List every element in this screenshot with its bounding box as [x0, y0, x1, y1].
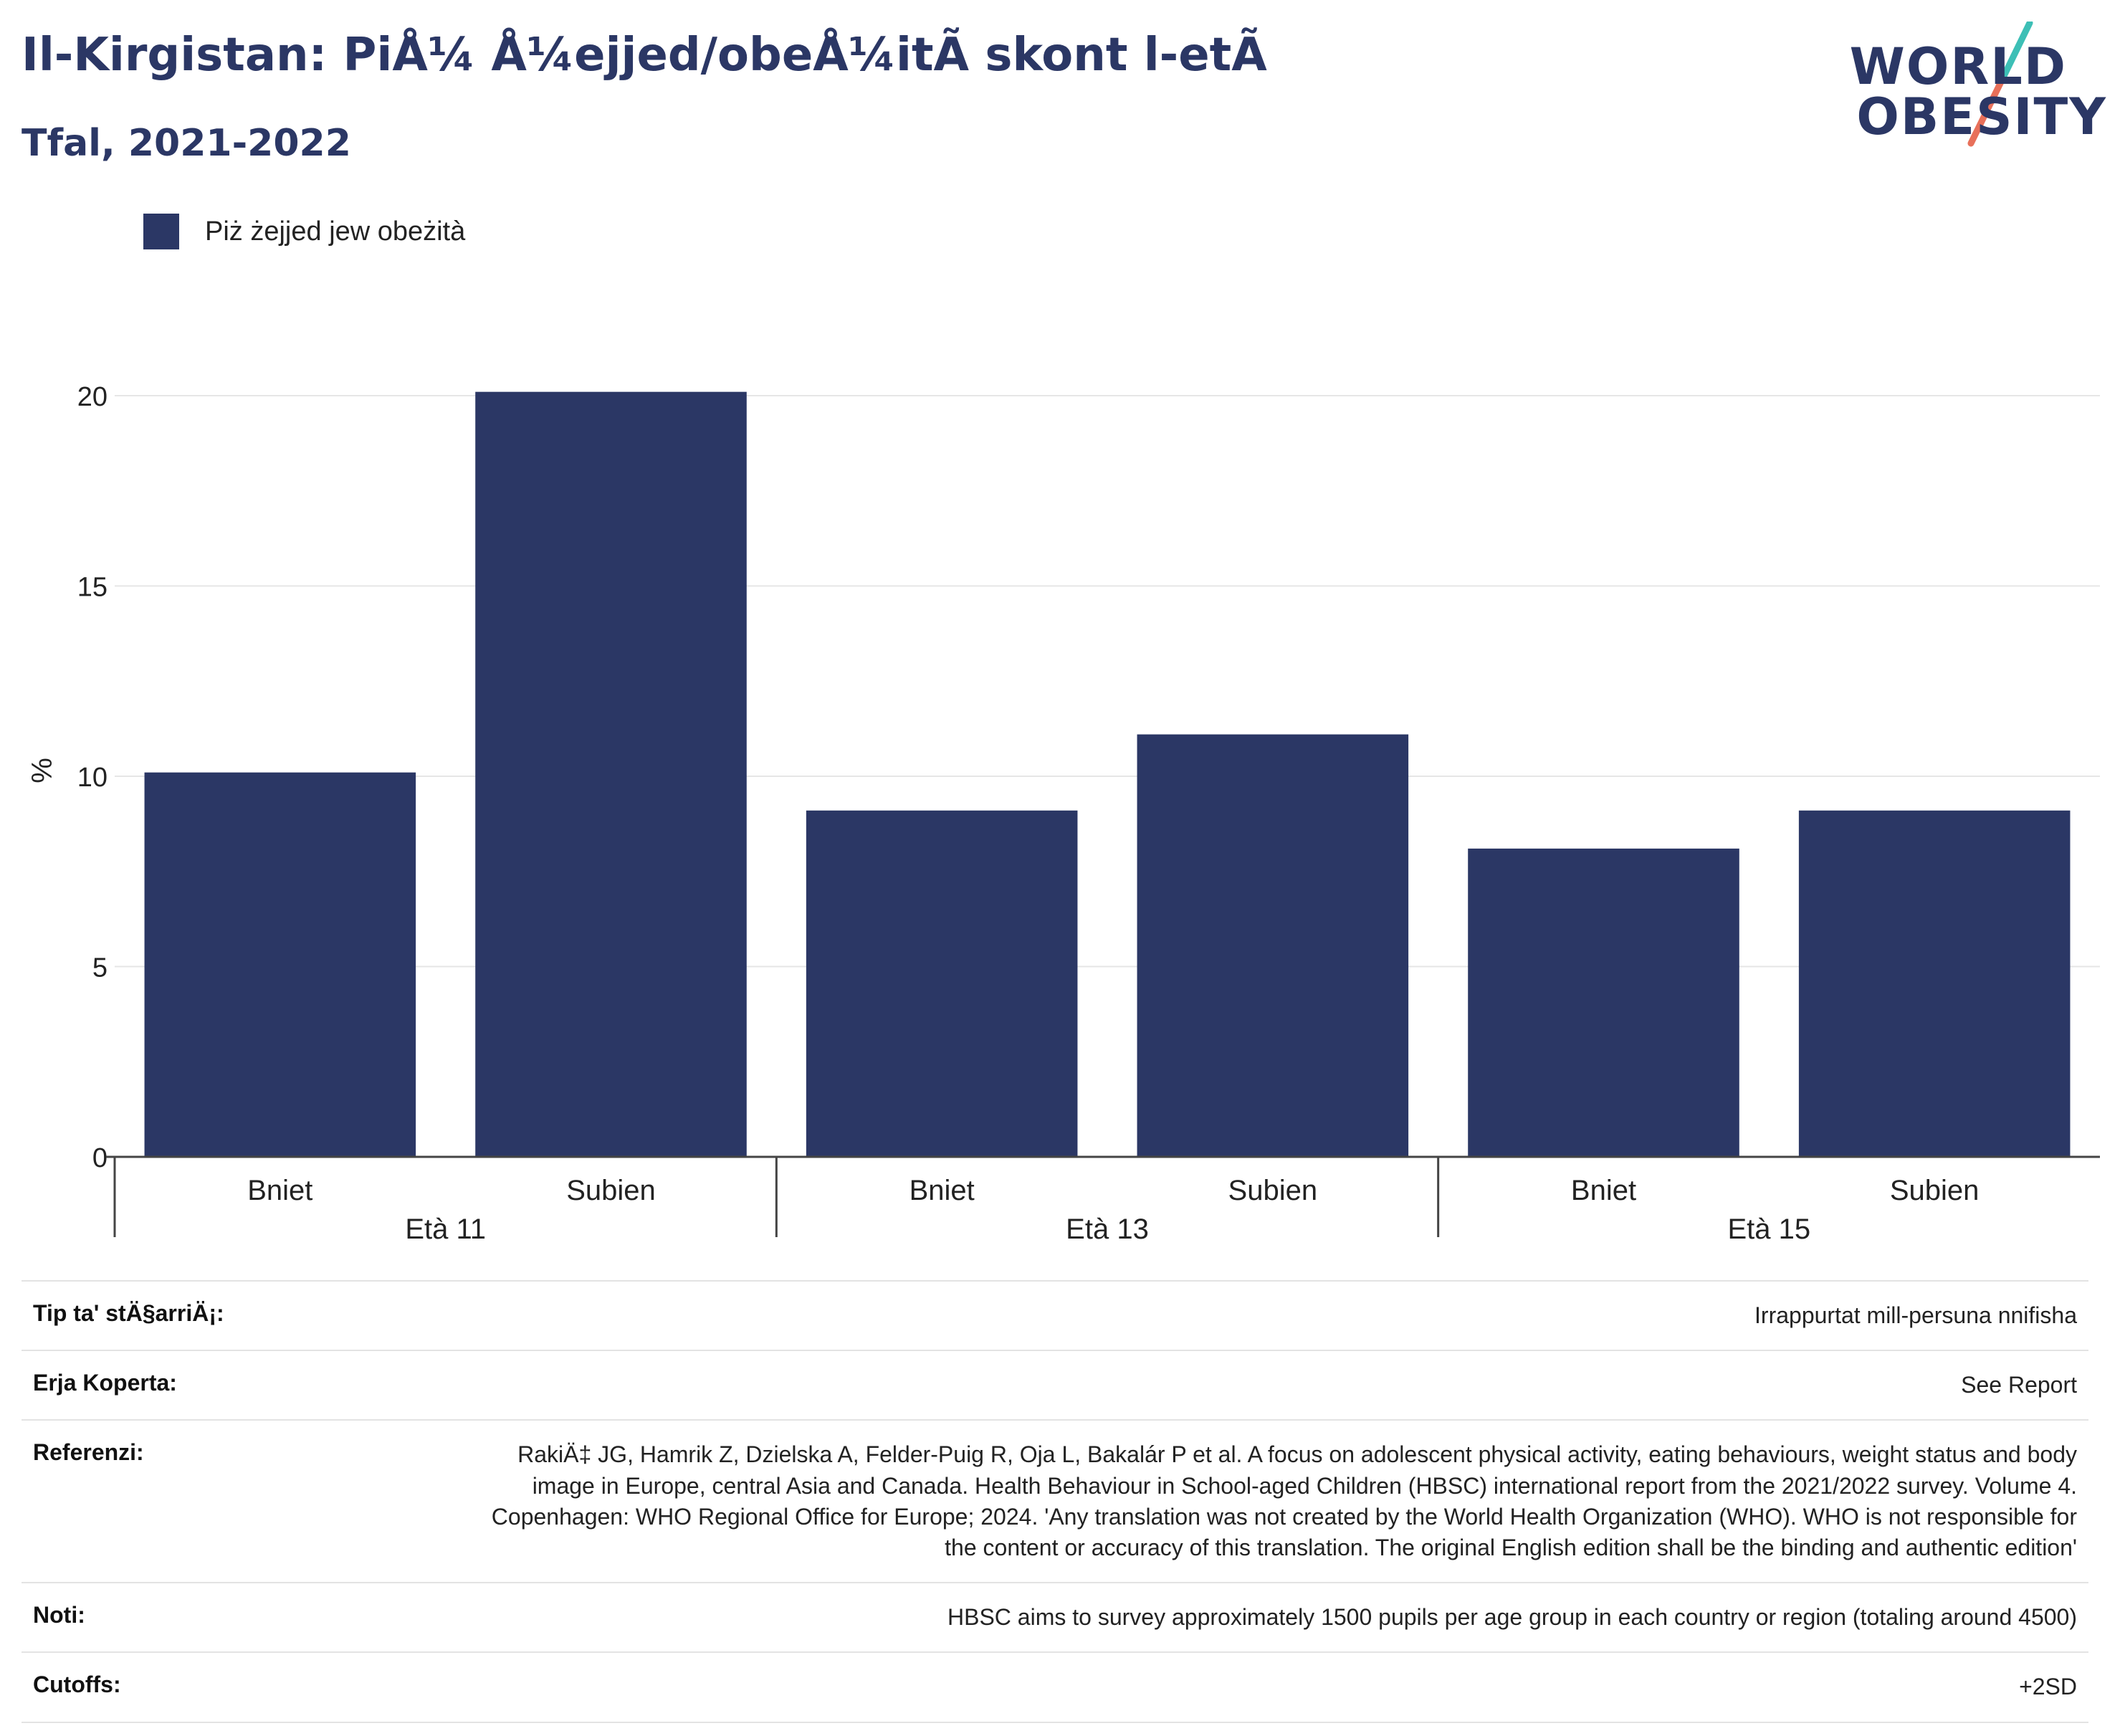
table-row: Noti: HBSC aims to survey approximately 1… [22, 1582, 2088, 1651]
x-category-label: Bniet [247, 1175, 312, 1206]
chart-title: Il-Kirgistan: PiÅ¼ Å¼ejjed/obeÅ¼itÃ skon… [22, 29, 1267, 82]
row-value: RakiÄ‡ JG, Hamrik Z, Dzielska A, Felder-… [491, 1441, 2077, 1560]
legend-label: Piż żejjed jew obeżità [205, 216, 466, 247]
logo-word-world: WORLD [1849, 37, 2067, 96]
bar [806, 810, 1078, 1157]
row-value: See Report [1961, 1372, 2077, 1398]
row-value: Irrappurtat mill-persuna nnifisha [1754, 1302, 2077, 1328]
world-obesity-logo: WORLD OBESITY [1850, 22, 2107, 151]
bar [1468, 848, 1739, 1157]
x-axis: Bniet Subien Bniet Subien Bniet Subien Età 11 E… [106, 1155, 2100, 1245]
x-category-label: Subien [566, 1175, 656, 1206]
x-category-label: Bniet [909, 1175, 975, 1206]
bar [475, 391, 747, 1158]
y-tick-label: 10 [77, 763, 108, 793]
y-axis-ticks: 0 5 10 15 20 [77, 382, 108, 1173]
row-label: Referenzi: [33, 1439, 144, 1466]
legend-swatch [143, 214, 179, 249]
y-axis-label: % [27, 758, 58, 783]
x-group-label: Età 11 [405, 1213, 486, 1245]
table-row: Erja Koperta: See Report [22, 1350, 2088, 1419]
y-tick-label: 5 [92, 953, 108, 983]
y-tick-label: 15 [77, 573, 108, 603]
bars [144, 391, 2071, 1158]
table-row: Cutoffs: +2SD [22, 1651, 2088, 1723]
table-row: Referenzi: RakiÄ‡ JG, Hamrik Z, Dzielska … [22, 1419, 2088, 1582]
gridlines [115, 395, 2100, 968]
table-row: Tip ta' stÄ§arriÄ¡: Irrappurtat mill-pers… [22, 1280, 2088, 1350]
bar [1137, 734, 1409, 1157]
row-value: HBSC aims to survey approximately 1500 p… [947, 1604, 2077, 1631]
bar [1798, 810, 2071, 1157]
x-group-label: Età 15 [1728, 1213, 1811, 1245]
chart-subtitle: Tfal, 2021-2022 [22, 122, 351, 165]
row-label: Tip ta' stÄ§arriÄ¡: [33, 1300, 224, 1326]
y-tick-label: 20 [77, 382, 108, 412]
logo-slash-icon [1967, 22, 2033, 147]
chart-legend: Piż żejjed jew obeżità [143, 214, 465, 249]
row-label: Erja Koperta: [33, 1370, 177, 1396]
row-label: Cutoffs: [33, 1671, 121, 1698]
info-table: Tip ta' stÄ§arriÄ¡: Irrappurtat mill-pers… [22, 1280, 2088, 1723]
logo-word-obesity: OBESITY [1856, 87, 2107, 146]
logo-slash-lower [1967, 72, 2007, 147]
y-tick-label: 0 [92, 1143, 108, 1173]
bar-chart: 0 5 10 15 20 Bniet Subien Bniet Subien Bniet Subi… [27, 382, 2100, 1245]
row-value: +2SD [2019, 1674, 2077, 1700]
x-category-label: Subien [1890, 1175, 1980, 1206]
x-group-label: Età 13 [1066, 1213, 1149, 1245]
row-label: Noti: [33, 1602, 85, 1628]
logo-slash-upper [2000, 22, 2033, 80]
x-category-label: Bniet [1571, 1175, 1636, 1206]
x-category-label: Subien [1228, 1175, 1318, 1206]
bar [144, 772, 416, 1157]
